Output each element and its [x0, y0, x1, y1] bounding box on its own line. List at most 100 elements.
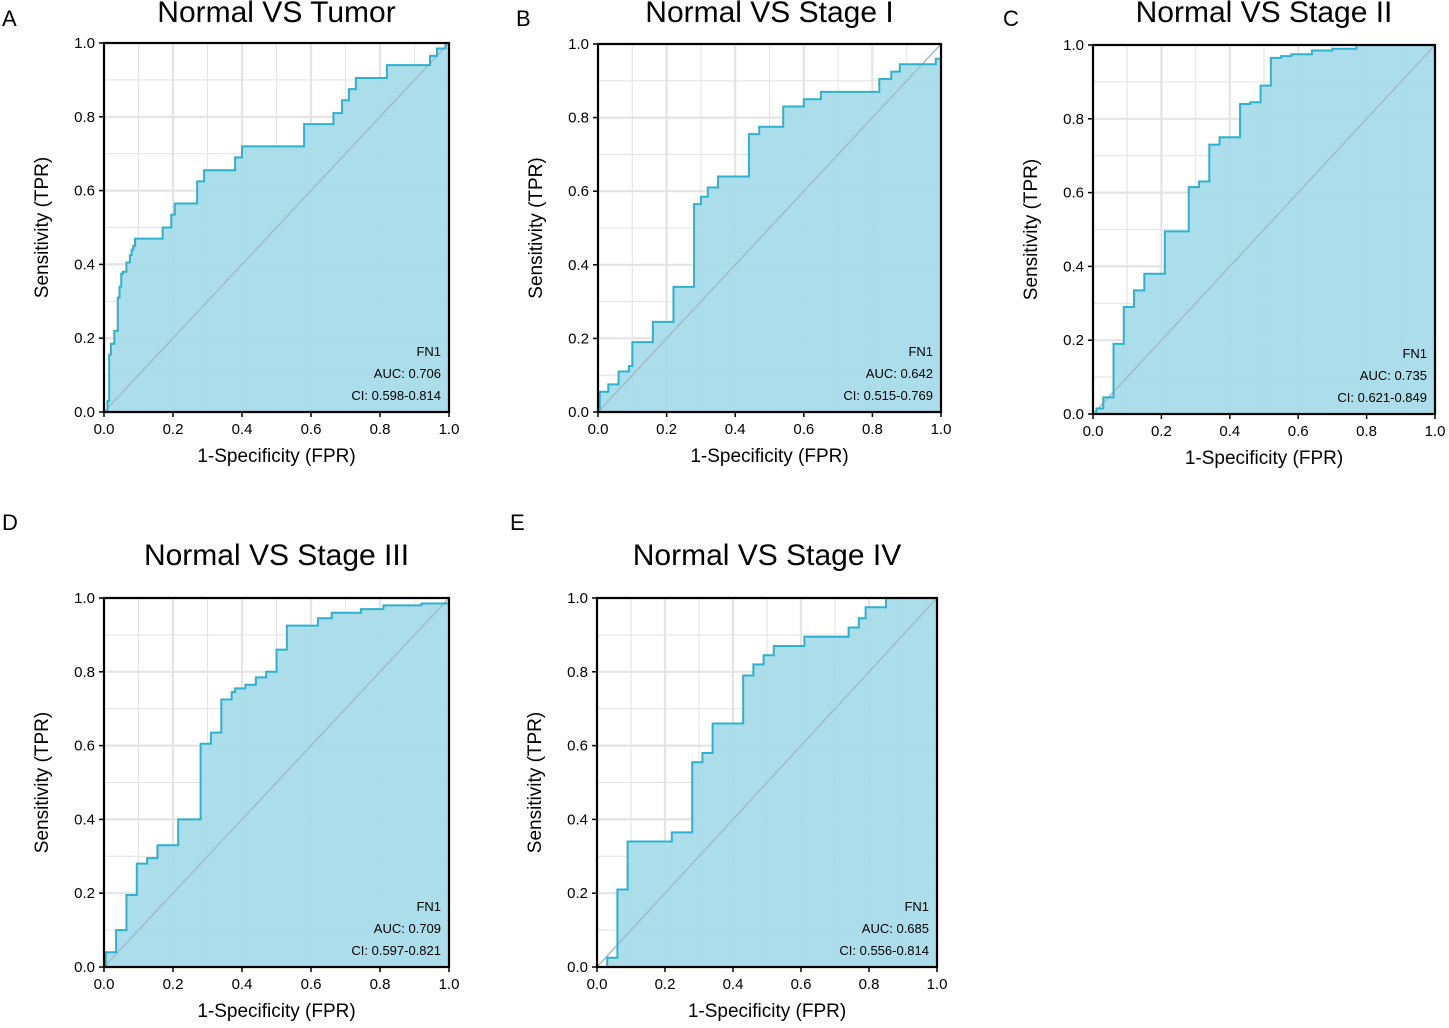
x-tick-label: 0.6 [301, 976, 322, 993]
legend-auc: AUC: 0.685 [862, 921, 929, 936]
y-tick-label: 0.2 [74, 330, 95, 347]
plot-frame [102, 41, 451, 414]
panel-title: Normal VS Tumor [157, 0, 395, 29]
y-tick-label: 1.0 [74, 35, 95, 52]
x-tick-label: 0.2 [163, 976, 184, 993]
panel-title: Normal VS Stage IV [633, 539, 901, 572]
plot-frame [102, 596, 451, 969]
x-axis-title: 1-Specificity (FPR) [197, 1001, 355, 1022]
x-tick-label: 1.0 [931, 421, 952, 438]
y-tick-label: 0.6 [568, 183, 589, 200]
y-tick-label: 0.8 [1063, 111, 1084, 128]
legend-marker-name: FN1 [1402, 346, 1427, 361]
roc-area [598, 58, 941, 412]
panel-title: Normal VS Stage III [144, 539, 409, 572]
x-axis-title: 1-Specificity (FPR) [197, 446, 355, 467]
y-tick-label: 0.8 [567, 664, 588, 681]
x-tick-label: 1.0 [439, 421, 460, 438]
x-tick-label: 1.0 [1425, 423, 1446, 440]
plot-frame [595, 596, 939, 969]
y-tick-label: 0.8 [74, 664, 95, 681]
y-tick-label: 0.0 [74, 959, 95, 976]
plot-frame [1091, 43, 1437, 416]
y-axis-title: Sensitivity (TPR) [526, 157, 547, 298]
y-tick-label: 0.4 [568, 257, 589, 274]
x-tick-label: 0.6 [791, 976, 812, 993]
panel-letter: E [510, 510, 525, 535]
legend-auc: AUC: 0.735 [1360, 368, 1427, 383]
roc-curve [104, 42, 449, 413]
x-tick-label: 0.4 [723, 976, 744, 993]
roc-panel-b: B Normal VS Stage I 0.0 0.2 0.4 0.6 0.8 1.0 0.0 0… [516, 0, 951, 467]
x-axis-title: 1-Specificity (FPR) [1185, 448, 1343, 469]
x-tick-label: 0.6 [793, 421, 814, 438]
y-tick-label: 1.0 [1063, 37, 1084, 54]
roc-panel-a: A Normal VS Tumor 0.0 0.2 0.4 0.6 0.8 1.0 0.0 0.2… [2, 0, 459, 467]
x-tick-label: 0.8 [862, 421, 883, 438]
y-tick-label: 0.4 [74, 811, 95, 828]
reference-diagonal [597, 43, 942, 413]
y-tick-label: 0.0 [74, 404, 95, 421]
panel-title: Normal VS Stage I [645, 0, 893, 29]
y-tick-label: 0.4 [1063, 258, 1084, 275]
y-tick-label: 1.0 [74, 590, 95, 607]
y-tick-label: 0.2 [567, 885, 588, 902]
y-tick-label: 0.6 [1063, 185, 1084, 202]
y-axis-title: Sensitivity (TPR) [32, 157, 53, 298]
y-tick-label: 1.0 [568, 36, 589, 53]
y-axis-title: Sensitivity (TPR) [1021, 159, 1042, 300]
x-tick-label: 0.4 [725, 421, 746, 438]
x-tick-label: 0.4 [1219, 423, 1240, 440]
y-axis-title: Sensitivity (TPR) [32, 712, 53, 853]
y-tick-label: 0.4 [567, 811, 588, 828]
reference-diagonal [1092, 44, 1436, 415]
reference-diagonal [103, 42, 450, 413]
legend-marker-name: FN1 [904, 899, 929, 914]
legend-auc: AUC: 0.709 [374, 921, 441, 936]
x-tick-label: 0.8 [1356, 423, 1377, 440]
x-axis-title: 1-Specificity (FPR) [690, 446, 848, 467]
legend-marker-name: FN1 [416, 899, 441, 914]
x-tick-label: 0.8 [370, 976, 391, 993]
x-tick-label: 0.0 [1083, 423, 1104, 440]
x-tick-label: 0.6 [1288, 423, 1309, 440]
x-axis-title: 1-Specificity (FPR) [688, 1001, 846, 1022]
roc-curve [104, 602, 449, 968]
roc-panel-c: C Normal VS Stage II 0.0 0.2 0.4 0.6 0.8 1.0 0.0… [1003, 0, 1445, 469]
roc-area [104, 603, 449, 967]
legend-auc: AUC: 0.706 [374, 366, 441, 381]
y-tick-label: 0.0 [1063, 406, 1084, 423]
roc-curve [597, 597, 937, 968]
y-tick-label: 0.6 [74, 183, 95, 200]
x-tick-label: 0.0 [94, 421, 115, 438]
legend-auc: AUC: 0.642 [866, 366, 933, 381]
legend-ci: CI: 0.556-0.814 [839, 943, 929, 958]
roc-curve [1093, 44, 1435, 415]
roc-panel-e: E Normal VS Stage IV 0.0 0.2 0.4 0.6 0.8 1.0 0.0… [510, 510, 947, 1022]
x-tick-label: 0.2 [656, 421, 677, 438]
reference-diagonal [596, 597, 938, 968]
legend-ci: CI: 0.515-0.769 [843, 388, 933, 403]
y-tick-label: 0.8 [74, 109, 95, 126]
y-tick-label: 0.2 [1063, 332, 1084, 349]
panel-letter: C [1003, 6, 1019, 31]
legend-ci: CI: 0.621-0.849 [1337, 390, 1427, 405]
y-axis-title: Sensitivity (TPR) [525, 712, 546, 853]
legend-ci: CI: 0.598-0.814 [351, 388, 441, 403]
panel-title: Normal VS Stage II [1136, 0, 1393, 29]
legend-marker-name: FN1 [908, 344, 933, 359]
plot-frame [596, 42, 943, 414]
y-tick-label: 0.0 [567, 959, 588, 976]
x-tick-label: 0.6 [301, 421, 322, 438]
x-tick-label: 0.4 [232, 421, 253, 438]
roc-curve [598, 57, 941, 413]
legend-marker-name: FN1 [416, 344, 441, 359]
x-tick-label: 0.2 [655, 976, 676, 993]
x-tick-label: 0.0 [588, 421, 609, 438]
y-tick-label: 0.8 [568, 110, 589, 127]
y-tick-label: 0.6 [74, 738, 95, 755]
y-tick-label: 0.2 [568, 330, 589, 347]
y-tick-label: 1.0 [567, 590, 588, 607]
x-tick-label: 0.8 [859, 976, 880, 993]
